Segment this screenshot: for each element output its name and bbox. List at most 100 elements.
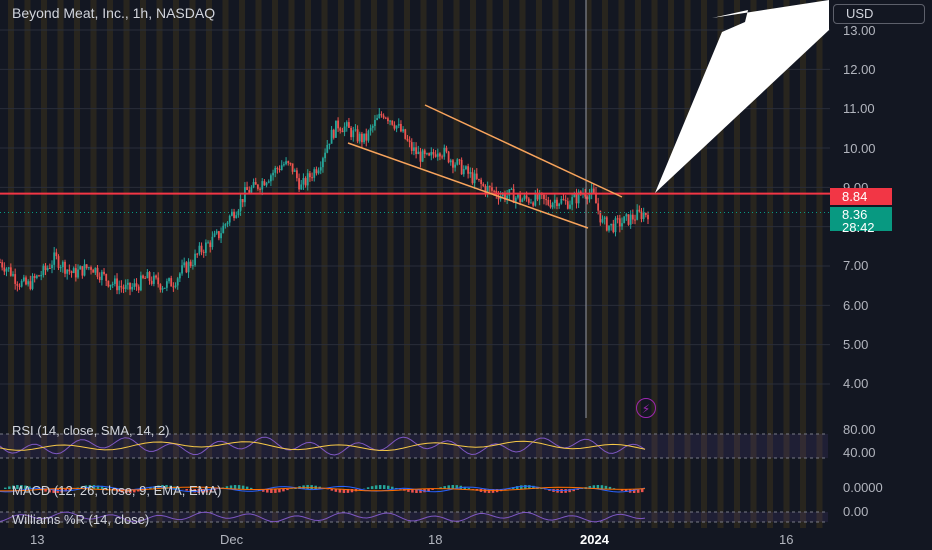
macd-histogram-bar	[640, 489, 644, 493]
macd-histogram-bar	[378, 485, 382, 489]
candle-body	[623, 216, 626, 224]
macd-histogram-bar	[520, 485, 523, 489]
macd-histogram-bar	[12, 485, 15, 489]
extended-hours-band	[816, 0, 823, 528]
extended-hours-band	[717, 0, 724, 528]
candle-body	[90, 267, 92, 270]
macd-histogram-bar	[282, 489, 285, 492]
extended-hours-band	[74, 0, 80, 528]
macd-histogram-bar	[286, 489, 289, 491]
macd-histogram-bar	[266, 489, 269, 493]
candle-body	[456, 159, 459, 165]
macd-histogram-bar	[391, 486, 394, 489]
candle-body	[57, 256, 60, 268]
candle-body	[98, 276, 101, 281]
candle-body	[330, 129, 333, 144]
candle-body	[571, 197, 574, 205]
macd-histogram-bar	[314, 485, 317, 489]
candle-body	[473, 173, 476, 184]
williams-line	[0, 511, 646, 523]
macd-histogram-bar	[612, 488, 616, 489]
channel-upper-line[interactable]	[424, 104, 623, 198]
extended-hours-band	[503, 0, 509, 528]
candle-body	[53, 252, 56, 265]
candle-body	[354, 129, 357, 131]
macd-histogram-bar	[270, 489, 273, 493]
macd-histogram-bar	[600, 485, 604, 489]
extended-hours-band	[701, 0, 707, 528]
extended-hours-band	[206, 0, 212, 528]
extended-hours-band	[90, 0, 97, 528]
extended-hours-band	[585, 0, 592, 528]
currency-selector[interactable]: USD	[833, 4, 925, 24]
candle-body	[391, 120, 394, 125]
candle-body	[378, 113, 381, 119]
extended-hours-band	[486, 0, 493, 528]
candle-body	[252, 182, 255, 188]
candle-body	[46, 267, 49, 271]
candle-body	[92, 269, 95, 273]
candle-body	[592, 188, 595, 193]
candle-body	[599, 210, 602, 223]
macd-histogram-bar	[64, 489, 67, 492]
candle-body	[48, 267, 51, 269]
candle-body	[29, 281, 32, 289]
candle-body	[445, 147, 448, 152]
macd-histogram-bar	[451, 485, 454, 489]
candle-body	[183, 262, 186, 266]
extended-hours-band	[173, 0, 179, 528]
candle-body	[369, 127, 372, 131]
rsi-axis-label: 80.00	[843, 422, 876, 437]
candle-body	[103, 271, 105, 275]
macd-histogram-bar	[68, 489, 72, 491]
candle-body	[270, 175, 272, 182]
macd-histogram-bar	[262, 489, 265, 492]
candle-body	[272, 172, 274, 176]
candle-body	[341, 130, 344, 133]
macd-histogram-bar	[129, 489, 132, 493]
candle-body	[413, 147, 415, 151]
macd-histogram-bar	[153, 486, 156, 489]
candle-body	[549, 204, 552, 208]
macd-histogram-bar	[528, 485, 531, 489]
lightning-icon[interactable]: ⚡	[636, 398, 656, 418]
extended-hours-band	[569, 0, 575, 528]
arrow-up-annotation[interactable]	[655, 0, 829, 193]
candle-body	[441, 156, 444, 158]
macd-histogram-bar	[310, 485, 313, 489]
bar-countdown: 28:42	[842, 220, 875, 235]
rsi-legend[interactable]: RSI (14, close, SMA, 14, 2)	[12, 423, 170, 438]
candle-body	[428, 153, 431, 156]
candle-body	[235, 215, 238, 219]
candle-body	[68, 269, 71, 272]
extended-hours-band	[371, 0, 377, 528]
candle-body	[7, 267, 10, 269]
candle-body	[527, 198, 530, 203]
candle-body	[402, 129, 405, 132]
macd-histogram-bar	[104, 487, 108, 489]
macd-legend[interactable]: MACD (12, 26, close, 9, EMA, EMA)	[12, 483, 222, 498]
extended-hours-band	[404, 0, 410, 528]
candle-body	[131, 286, 134, 290]
y-tick-label: 13.00	[843, 23, 876, 38]
candle-body	[625, 214, 628, 217]
candle-body	[311, 177, 313, 179]
extended-hours-band	[338, 0, 344, 528]
candle-body	[484, 186, 487, 194]
candle-body	[200, 245, 203, 252]
candle-body	[393, 124, 396, 129]
candle-body	[77, 269, 79, 278]
macd-histogram-bar	[205, 489, 209, 493]
channel-lower-line[interactable]	[347, 142, 589, 229]
candle-body	[389, 120, 392, 122]
candle-body	[228, 215, 231, 223]
macd-histogram-bar	[342, 489, 346, 493]
williams-legend[interactable]: Williams %R (14, close)	[12, 512, 150, 527]
candle-body	[122, 287, 125, 289]
candle-body	[165, 281, 168, 288]
candle-body	[202, 251, 205, 253]
macd-histogram-bar	[225, 486, 229, 489]
candle-body	[629, 214, 632, 225]
macd-histogram-bar	[185, 489, 188, 491]
